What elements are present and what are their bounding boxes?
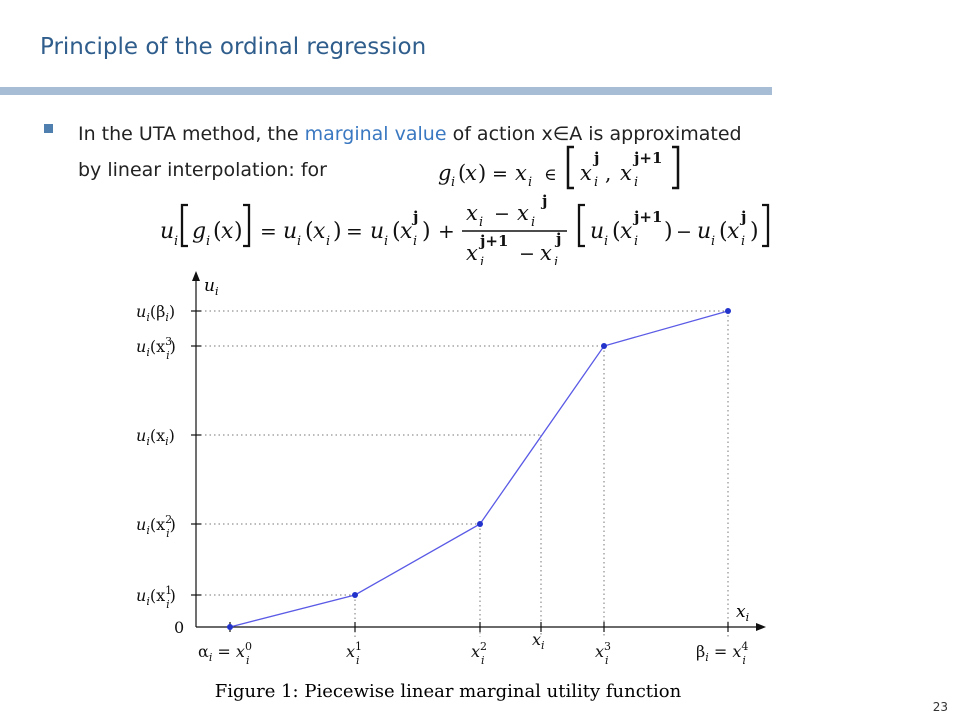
svg-text:u: u <box>590 219 604 244</box>
y-tick-label-zero: 0 <box>174 618 184 637</box>
svg-text:x: x <box>517 201 529 225</box>
svg-text:i: i <box>711 234 715 249</box>
svg-text:x: x <box>313 219 326 244</box>
x-tick-label-5: βi = x4 i <box>696 640 748 667</box>
svg-text:x: x <box>466 241 478 265</box>
bullet-text-after: of action x∈A is approximated <box>446 123 742 145</box>
utility-curve <box>229 310 729 628</box>
svg-text:): ) <box>234 219 243 244</box>
svg-text:i: i <box>604 234 608 249</box>
y-tick-label-0: ui(βi) <box>136 302 175 324</box>
mf-u1-sub: i <box>174 234 178 249</box>
svg-text:i: i <box>479 215 483 230</box>
svg-text:(: ( <box>719 219 728 244</box>
svg-text:j+1: j+1 <box>478 232 508 250</box>
mf-x1: x <box>221 219 234 244</box>
svg-text:u: u <box>370 219 384 244</box>
svg-text:i: i <box>531 215 535 230</box>
y-axis-label: ui <box>204 276 218 298</box>
x-tick-label-3: xi <box>532 630 545 652</box>
svg-text:j+1: j+1 <box>632 208 662 226</box>
bullet-line2: by linear interpolation: for <box>78 159 327 181</box>
bullet-text-before: In the UTA method, the <box>78 123 305 145</box>
breakpoint-2 <box>477 521 483 527</box>
svg-text:x: x <box>400 219 413 244</box>
svg-text:=: = <box>346 219 363 243</box>
svg-text:j: j <box>554 230 561 248</box>
svg-text:(: ( <box>612 219 621 244</box>
y-tick-labels: ui(βi) ui(x3 i) ui(xi) ui(x2 i) ui(x1 i) 0 <box>136 302 184 637</box>
bullet-text: In the UTA method, the marginal value of… <box>78 116 948 188</box>
main-formula: u i g i ( x ) = u i ( x i ) = u i ( x j … <box>160 192 770 270</box>
title-underline <box>0 87 772 95</box>
svg-text:(: ( <box>213 219 222 244</box>
breakpoint-4 <box>725 308 731 314</box>
y-tick-label-2: ui(xi) <box>136 426 175 448</box>
svg-text:j: j <box>411 208 418 226</box>
x-tick-label-4: x3 i <box>595 640 611 667</box>
svg-text:−: − <box>676 221 692 243</box>
y-tick-label-1: ui(x3 i) <box>136 335 176 362</box>
x-tick-label-2: x2 i <box>471 640 487 667</box>
x-tick-labels: αi = x0 i x1 i x2 i xi x3 i βi = x4 i <box>198 630 748 667</box>
svg-text:+: + <box>438 219 455 243</box>
mf-g-sub: i <box>206 234 210 249</box>
breakpoint-0 <box>227 624 233 630</box>
utility-function-figure: ui xi ui(βi) ui(x3 i) ui(xi) ui(x2 i) ui(x… <box>136 271 766 702</box>
figure-panel: ui xi ui(βi) ui(x3 i) ui(xi) ui(x2 i) ui(x… <box>130 265 767 712</box>
y-tick-label-4: ui(x1 i) <box>136 584 176 611</box>
mf-u1: u <box>160 219 174 244</box>
guide-lines <box>196 310 729 637</box>
x-axis-arrow <box>756 623 766 631</box>
bullet-marker <box>44 124 53 133</box>
y-axis-arrow <box>192 271 200 281</box>
svg-text:): ) <box>750 219 759 244</box>
svg-text:x: x <box>540 241 552 265</box>
svg-text:j: j <box>540 192 547 210</box>
svg-text:i: i <box>326 234 330 249</box>
svg-text:i: i <box>413 234 417 249</box>
breakpoint-1 <box>352 592 358 598</box>
svg-text:): ) <box>664 219 673 244</box>
svg-text:i: i <box>634 234 638 249</box>
mf-u2: u <box>283 219 297 244</box>
svg-text:x: x <box>727 219 740 244</box>
x-tick-label-1: x1 i <box>346 640 362 667</box>
svg-text:u: u <box>697 219 711 244</box>
svg-text:(: ( <box>305 219 314 244</box>
mf-eq1: = <box>260 219 277 243</box>
svg-text:(: ( <box>392 219 401 244</box>
breakpoints <box>227 308 731 630</box>
slide-title: Principle of the ordinal regression <box>40 34 427 60</box>
svg-text:): ) <box>422 219 431 244</box>
svg-text:): ) <box>333 219 342 244</box>
x-tick-label-0: αi = x0 i <box>198 640 252 667</box>
figure-caption: Figure 1: Piecewise linear marginal util… <box>215 681 682 702</box>
page-number: 23 <box>932 700 948 714</box>
bullet-highlight: marginal value <box>304 123 447 145</box>
svg-text:i: i <box>384 234 388 249</box>
breakpoint-3 <box>601 343 607 349</box>
svg-text:i: i <box>741 234 745 249</box>
x-axis-label: xi <box>736 602 749 624</box>
svg-text:−: − <box>519 243 535 265</box>
mf-g: g <box>192 219 206 244</box>
svg-text:j: j <box>739 208 746 226</box>
svg-text:i: i <box>297 234 301 249</box>
svg-text:x: x <box>620 219 633 244</box>
svg-text:x: x <box>466 201 478 225</box>
svg-text:−: − <box>494 203 510 225</box>
y-tick-label-3: ui(x2 i) <box>136 513 176 540</box>
